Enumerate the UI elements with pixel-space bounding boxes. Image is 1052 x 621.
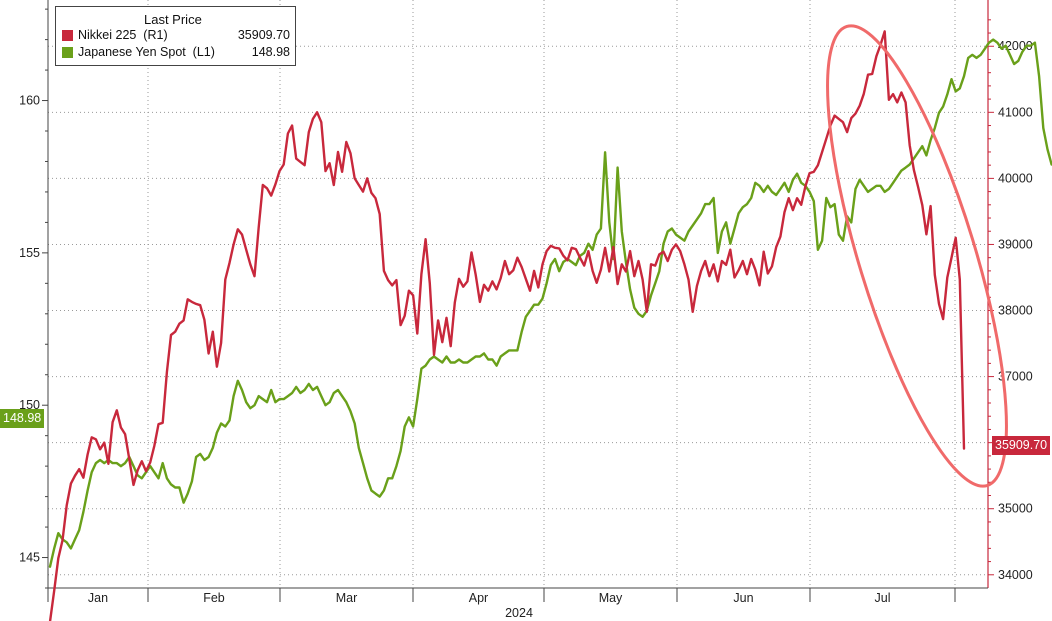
legend-label-nikkei: Nikkei 225 (R1) [78,28,168,42]
right-tick-label: 39000 [998,237,1033,251]
x-tick-label: Apr [469,591,488,605]
legend-entry-yen: Japanese Yen Spot (L1) 148.98 [62,45,290,61]
left-tick-label: 155 [19,246,40,260]
series-line-yen [48,38,1052,568]
highlight-ellipse [826,24,1008,488]
series-lines [48,30,1052,621]
gridlines [48,0,988,588]
x-tick-label: Jan [88,591,108,605]
left-tick-label: 160 [19,94,40,108]
x-tick-label: Jun [733,591,753,605]
right-last-value-tag: 35909.70 [992,436,1051,455]
x-tick-label: Mar [336,591,358,605]
legend-value-nikkei: 35909.70 [237,28,290,42]
legend-swatch-yen [62,47,73,58]
right-tick-label: 41000 [998,105,1033,119]
left-last-value-tag: 148.98 [0,409,45,428]
x-tick-label: Jul [875,591,891,605]
series-line-nikkei [48,30,966,621]
legend-label-yen: Japanese Yen Spot (L1) [78,45,215,59]
legend-entry-nikkei: Nikkei 225 (R1) 35909.70 [62,28,290,44]
x-tick-label: May [599,591,623,605]
left-tick-label: 150 [19,398,40,412]
axes: 1451501551603400035000360003700038000390… [19,0,1033,620]
right-tick-label: 37000 [998,370,1033,384]
legend-title: Last Price [144,12,202,27]
right-tick-label: 40000 [998,171,1033,185]
legend-value-yen: 148.98 [251,45,290,59]
left-tick-label: 145 [19,551,40,565]
right-tick-label: 35000 [998,502,1033,516]
chart-legend: Last Price Nikkei 225 (R1) 35909.70 Japa… [55,6,296,66]
x-tick-label: Feb [203,591,225,605]
right-tick-label: 34000 [998,568,1033,582]
legend-swatch-nikkei [62,30,73,41]
x-year-label: 2024 [505,606,533,620]
right-tick-label: 38000 [998,304,1033,318]
